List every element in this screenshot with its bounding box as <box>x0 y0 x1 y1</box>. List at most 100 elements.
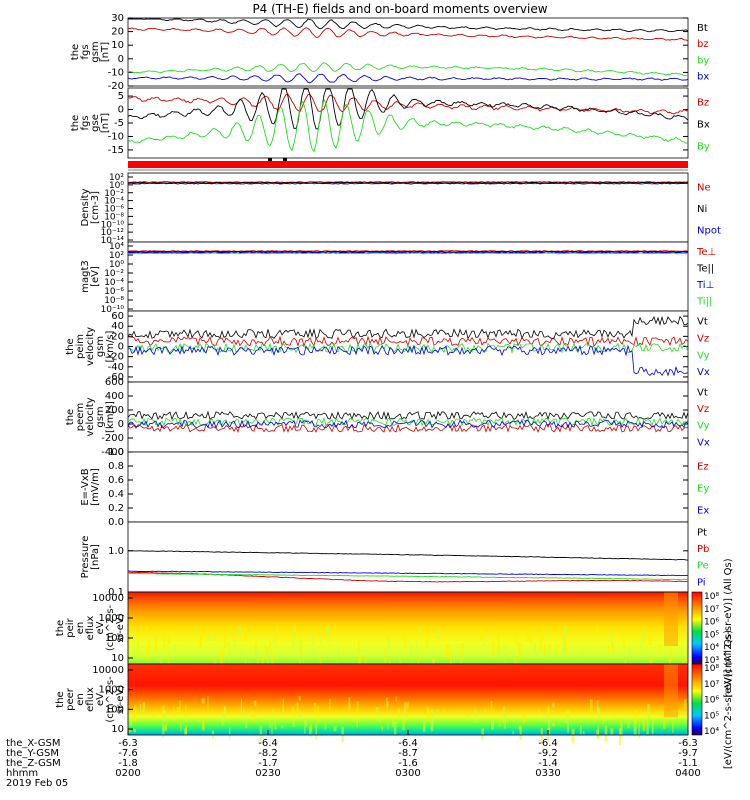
spectrogram-streak <box>422 719 426 732</box>
spectrogram-streak <box>410 646 413 660</box>
spectrogram-streak <box>590 699 593 713</box>
spectrogram-streak <box>329 698 331 711</box>
spectrogram-streak <box>220 651 224 664</box>
spectrogram-streak <box>223 635 227 649</box>
spectrogram-streak <box>405 714 409 721</box>
spectrogram-streak <box>446 644 449 658</box>
spectrogram-streak <box>364 655 367 669</box>
frame-fgs-gse <box>127 87 689 159</box>
spectrogram-streak <box>460 654 463 664</box>
spectrogram-streak <box>565 711 568 723</box>
spectrogram-streak <box>491 720 494 730</box>
series-npot <box>127 182 689 185</box>
ytick-label: 60 <box>111 311 124 322</box>
spectrogram-streak <box>539 633 543 650</box>
colorbar-tick: 10⁵ <box>704 711 719 721</box>
ytick-label: 1.0 <box>108 546 124 557</box>
spectrogram-streak <box>147 640 150 655</box>
spectrogram-streak <box>642 719 646 732</box>
series-bz <box>127 93 689 115</box>
spectrogram-streak <box>379 715 381 724</box>
spectrogram-streak <box>357 639 360 654</box>
spectrogram-streak <box>162 723 165 738</box>
spectrogram-streak <box>663 714 666 729</box>
panel-peir-eflux: the peir en eflux eV (cm^2-s-sr-eV)1000010001… <box>55 558 734 697</box>
spectrogram-streak <box>503 713 506 729</box>
ylabel-line: peir <box>65 617 76 637</box>
spectrogram-streak <box>437 708 439 716</box>
spectrogram-streak <box>196 718 200 722</box>
ytick-label: 0.0 <box>108 517 124 528</box>
ylabel-line: [mV/m] <box>90 468 101 506</box>
spectrogram-streak <box>387 722 389 730</box>
ylabel-line: gsm <box>95 336 106 357</box>
legend-pt: Pt <box>697 527 707 538</box>
spectrogram-streak <box>387 701 389 707</box>
spectrogram-streak <box>348 697 351 711</box>
frame-peem-velocity <box>127 381 689 453</box>
spectrogram-streak <box>202 719 205 731</box>
legend-bz: Bz <box>697 98 709 109</box>
spectrogram-streak <box>333 726 337 732</box>
spectrogram-streak <box>497 648 501 658</box>
spectrogram-streak <box>242 709 244 722</box>
spectrogram-streak <box>611 630 613 647</box>
spectrogram-streak <box>341 726 344 743</box>
legend-bz: bz <box>697 39 709 50</box>
spectrogram-streak <box>598 628 600 633</box>
spectrogram-streak <box>271 653 274 669</box>
spectrogram-streak <box>180 722 182 732</box>
ylabel-line: eV <box>95 621 106 634</box>
legend-ne: Ne <box>697 182 711 193</box>
ylabel-temperature: magt3 [eV] <box>80 260 101 293</box>
colorbar-tick: 10⁷ <box>704 680 719 690</box>
xaxis-value: -8.7 <box>398 748 418 759</box>
spectrogram-streak <box>418 628 422 633</box>
series-bt <box>128 18 689 33</box>
spectrogram-streak <box>623 634 625 649</box>
series-pi <box>127 570 688 577</box>
spectrogram-streak <box>254 641 257 652</box>
ytick-label: 40 <box>111 321 124 332</box>
spectrogram-streak <box>272 639 275 645</box>
spectrogram-streak <box>640 641 642 648</box>
spectrogram-streak <box>268 634 271 645</box>
frame-density <box>127 172 689 243</box>
colorbar-peir-eflux: 10⁸ 10⁷ 10⁶ 10⁵ 10⁴ 10³ [eV/(cm^2-s-sr-eV)] (A… <box>691 558 734 698</box>
spectrogram-streak <box>252 712 255 722</box>
series-by <box>127 62 688 77</box>
spectrogram-streak <box>533 642 537 653</box>
spectrogram-streak <box>548 643 551 654</box>
panel-fgs-gsm: the fgs gsm [nT] 30 20 10 0 -10 -20 Bt bz by bx <box>70 13 709 92</box>
legend-npot: Npot <box>697 225 721 236</box>
colorbar-tick: 10³ <box>704 656 719 666</box>
spectrogram-streak <box>611 642 615 655</box>
spectrogram-streak <box>312 634 314 646</box>
ylabel-line: eflux <box>85 687 96 712</box>
spectrogram-streak <box>597 707 600 720</box>
ytick-label: 10² <box>109 251 124 261</box>
spectrogram-streak <box>402 717 405 731</box>
ytick-label: 10 <box>111 724 124 735</box>
xaxis-value: -1.1 <box>678 758 698 769</box>
spectrogram-streak <box>304 636 306 642</box>
plot-title: P4 (TH-E) fields and on-board moments ov… <box>252 2 547 16</box>
spectrogram-streak <box>280 724 284 729</box>
ylabel-line: peer <box>65 687 76 711</box>
spectrogram-streak <box>548 630 550 638</box>
ytick-label: 10000 <box>92 593 124 604</box>
ytick-label: 10000 <box>92 665 124 676</box>
xaxis-value: 0230 <box>255 768 280 779</box>
xaxis-value: -8.2 <box>258 748 278 759</box>
spectrogram-streak <box>157 656 160 662</box>
ytick-label: 0 <box>118 105 124 116</box>
panel-efield: E=-VxB [mV/m] 1.0 0.8 0.6 0.4 0.2 0.0 Ez Ey Ex <box>80 447 709 528</box>
ylabel-line: eflux <box>85 616 96 641</box>
spectrogram-streak <box>399 653 403 666</box>
ylabel-density: Density [cm-3] <box>80 188 101 226</box>
spectrogram-streak <box>669 647 673 662</box>
ytick-label: 10⁻⁶ <box>104 205 124 215</box>
series-pb <box>127 571 689 583</box>
spectrogram-streak <box>542 715 546 722</box>
